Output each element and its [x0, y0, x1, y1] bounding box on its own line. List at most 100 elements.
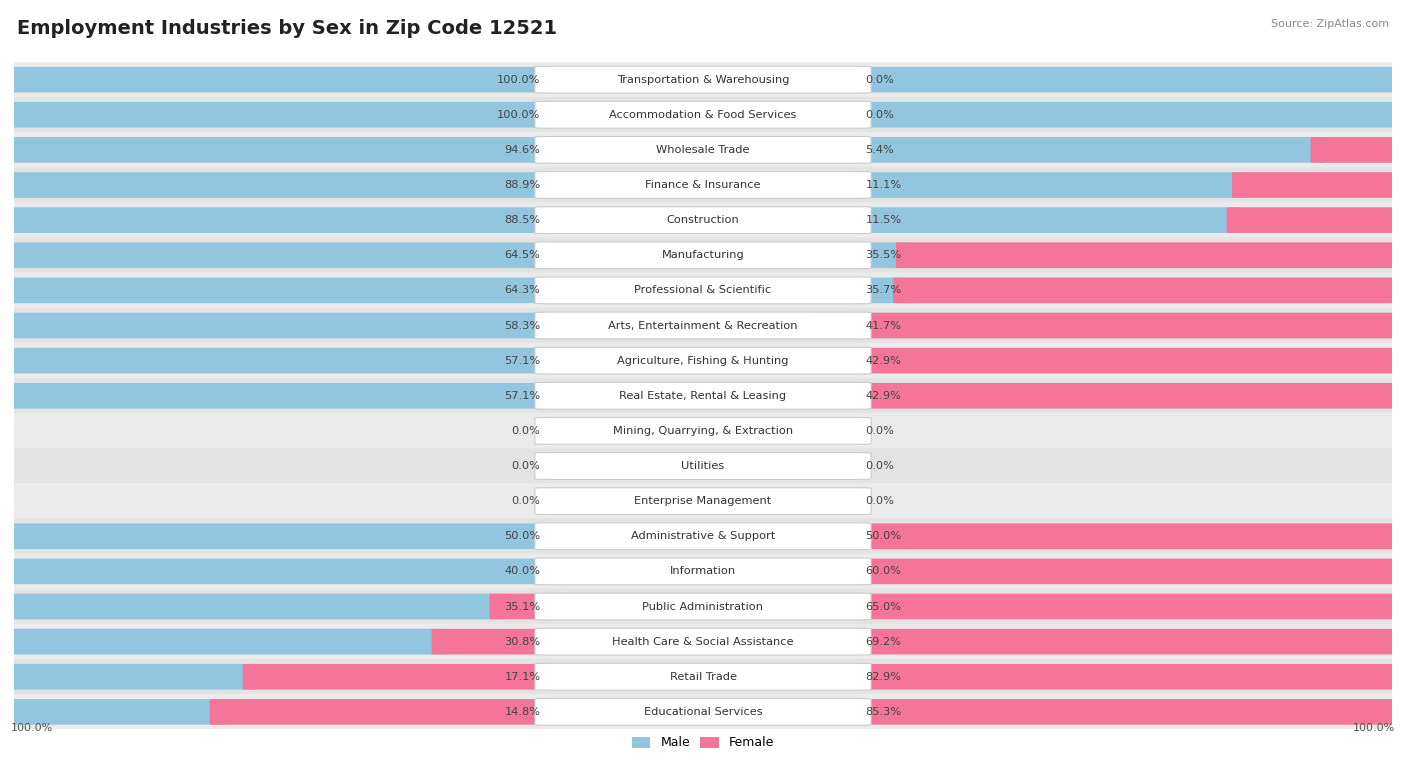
- FancyBboxPatch shape: [7, 242, 910, 268]
- FancyBboxPatch shape: [7, 524, 710, 549]
- Text: 17.1%: 17.1%: [505, 672, 540, 682]
- Text: 42.9%: 42.9%: [866, 391, 901, 400]
- FancyBboxPatch shape: [3, 203, 1403, 238]
- FancyBboxPatch shape: [3, 97, 1403, 133]
- Text: Accommodation & Food Services: Accommodation & Food Services: [609, 109, 797, 120]
- FancyBboxPatch shape: [534, 277, 872, 304]
- Legend: Male, Female: Male, Female: [628, 733, 778, 753]
- Text: 100.0%: 100.0%: [1353, 722, 1395, 733]
- FancyBboxPatch shape: [534, 242, 872, 268]
- FancyBboxPatch shape: [7, 594, 505, 619]
- FancyBboxPatch shape: [1226, 207, 1399, 233]
- FancyBboxPatch shape: [7, 313, 824, 338]
- FancyBboxPatch shape: [3, 518, 1403, 554]
- Text: Public Administration: Public Administration: [643, 601, 763, 611]
- Text: Retail Trade: Retail Trade: [669, 672, 737, 682]
- Text: 35.1%: 35.1%: [505, 601, 540, 611]
- Text: 57.1%: 57.1%: [505, 355, 540, 365]
- FancyBboxPatch shape: [534, 663, 872, 690]
- Text: 65.0%: 65.0%: [866, 601, 901, 611]
- Text: Mining, Quarrying, & Extraction: Mining, Quarrying, & Extraction: [613, 426, 793, 436]
- Text: 30.8%: 30.8%: [505, 636, 540, 646]
- FancyBboxPatch shape: [810, 313, 1399, 338]
- Text: Wholesale Trade: Wholesale Trade: [657, 145, 749, 155]
- FancyBboxPatch shape: [3, 483, 1403, 519]
- FancyBboxPatch shape: [3, 624, 1403, 660]
- Text: 69.2%: 69.2%: [866, 636, 901, 646]
- FancyBboxPatch shape: [7, 664, 256, 690]
- FancyBboxPatch shape: [896, 242, 1399, 268]
- FancyBboxPatch shape: [7, 102, 1399, 127]
- Text: Agriculture, Fishing & Hunting: Agriculture, Fishing & Hunting: [617, 355, 789, 365]
- FancyBboxPatch shape: [534, 383, 872, 409]
- Text: Construction: Construction: [666, 215, 740, 225]
- Text: 100.0%: 100.0%: [498, 74, 540, 85]
- FancyBboxPatch shape: [1232, 172, 1399, 198]
- FancyBboxPatch shape: [3, 343, 1403, 379]
- FancyBboxPatch shape: [534, 487, 872, 514]
- FancyBboxPatch shape: [7, 67, 1399, 92]
- FancyBboxPatch shape: [432, 629, 1399, 654]
- FancyBboxPatch shape: [7, 207, 1240, 233]
- FancyBboxPatch shape: [7, 348, 807, 373]
- Text: 5.4%: 5.4%: [866, 145, 894, 155]
- FancyBboxPatch shape: [7, 383, 807, 409]
- Text: 94.6%: 94.6%: [505, 145, 540, 155]
- FancyBboxPatch shape: [3, 62, 1403, 98]
- FancyBboxPatch shape: [3, 589, 1403, 625]
- FancyBboxPatch shape: [3, 553, 1403, 589]
- Text: 50.0%: 50.0%: [505, 532, 540, 541]
- FancyBboxPatch shape: [3, 132, 1403, 168]
- Text: 0.0%: 0.0%: [866, 109, 894, 120]
- FancyBboxPatch shape: [3, 307, 1403, 343]
- Text: 40.0%: 40.0%: [505, 566, 540, 577]
- Text: 11.5%: 11.5%: [866, 215, 901, 225]
- Text: Employment Industries by Sex in Zip Code 12521: Employment Industries by Sex in Zip Code…: [17, 19, 557, 38]
- Text: 0.0%: 0.0%: [512, 461, 540, 471]
- Text: 64.3%: 64.3%: [505, 286, 540, 296]
- Text: 88.5%: 88.5%: [505, 215, 540, 225]
- Text: 0.0%: 0.0%: [512, 426, 540, 436]
- FancyBboxPatch shape: [3, 167, 1403, 203]
- FancyBboxPatch shape: [3, 659, 1403, 695]
- FancyBboxPatch shape: [534, 102, 872, 128]
- FancyBboxPatch shape: [558, 559, 1399, 584]
- FancyBboxPatch shape: [3, 449, 1403, 484]
- FancyBboxPatch shape: [794, 383, 1399, 409]
- Text: 82.9%: 82.9%: [866, 672, 901, 682]
- Text: 0.0%: 0.0%: [512, 496, 540, 506]
- FancyBboxPatch shape: [3, 237, 1403, 273]
- FancyBboxPatch shape: [7, 629, 446, 654]
- FancyBboxPatch shape: [3, 272, 1403, 308]
- FancyBboxPatch shape: [7, 137, 1324, 163]
- Text: Educational Services: Educational Services: [644, 707, 762, 717]
- Text: 0.0%: 0.0%: [866, 496, 894, 506]
- FancyBboxPatch shape: [534, 312, 872, 339]
- FancyBboxPatch shape: [3, 413, 1403, 449]
- Text: 64.5%: 64.5%: [505, 251, 540, 260]
- Text: 60.0%: 60.0%: [866, 566, 901, 577]
- Text: 50.0%: 50.0%: [866, 532, 901, 541]
- FancyBboxPatch shape: [696, 524, 1399, 549]
- Text: 42.9%: 42.9%: [866, 355, 901, 365]
- Text: 35.7%: 35.7%: [866, 286, 901, 296]
- FancyBboxPatch shape: [209, 699, 1399, 725]
- Text: 14.8%: 14.8%: [505, 707, 540, 717]
- FancyBboxPatch shape: [534, 698, 872, 726]
- FancyBboxPatch shape: [534, 66, 872, 93]
- FancyBboxPatch shape: [893, 278, 1399, 303]
- Text: 85.3%: 85.3%: [866, 707, 901, 717]
- FancyBboxPatch shape: [534, 452, 872, 480]
- FancyBboxPatch shape: [7, 172, 1246, 198]
- FancyBboxPatch shape: [3, 694, 1403, 729]
- Text: Professional & Scientific: Professional & Scientific: [634, 286, 772, 296]
- FancyBboxPatch shape: [794, 348, 1399, 373]
- FancyBboxPatch shape: [534, 171, 872, 199]
- FancyBboxPatch shape: [7, 699, 225, 725]
- FancyBboxPatch shape: [534, 206, 872, 234]
- Text: Utilities: Utilities: [682, 461, 724, 471]
- Text: Information: Information: [669, 566, 737, 577]
- Text: Source: ZipAtlas.com: Source: ZipAtlas.com: [1271, 19, 1389, 29]
- Text: Health Care & Social Assistance: Health Care & Social Assistance: [612, 636, 794, 646]
- Text: 0.0%: 0.0%: [866, 461, 894, 471]
